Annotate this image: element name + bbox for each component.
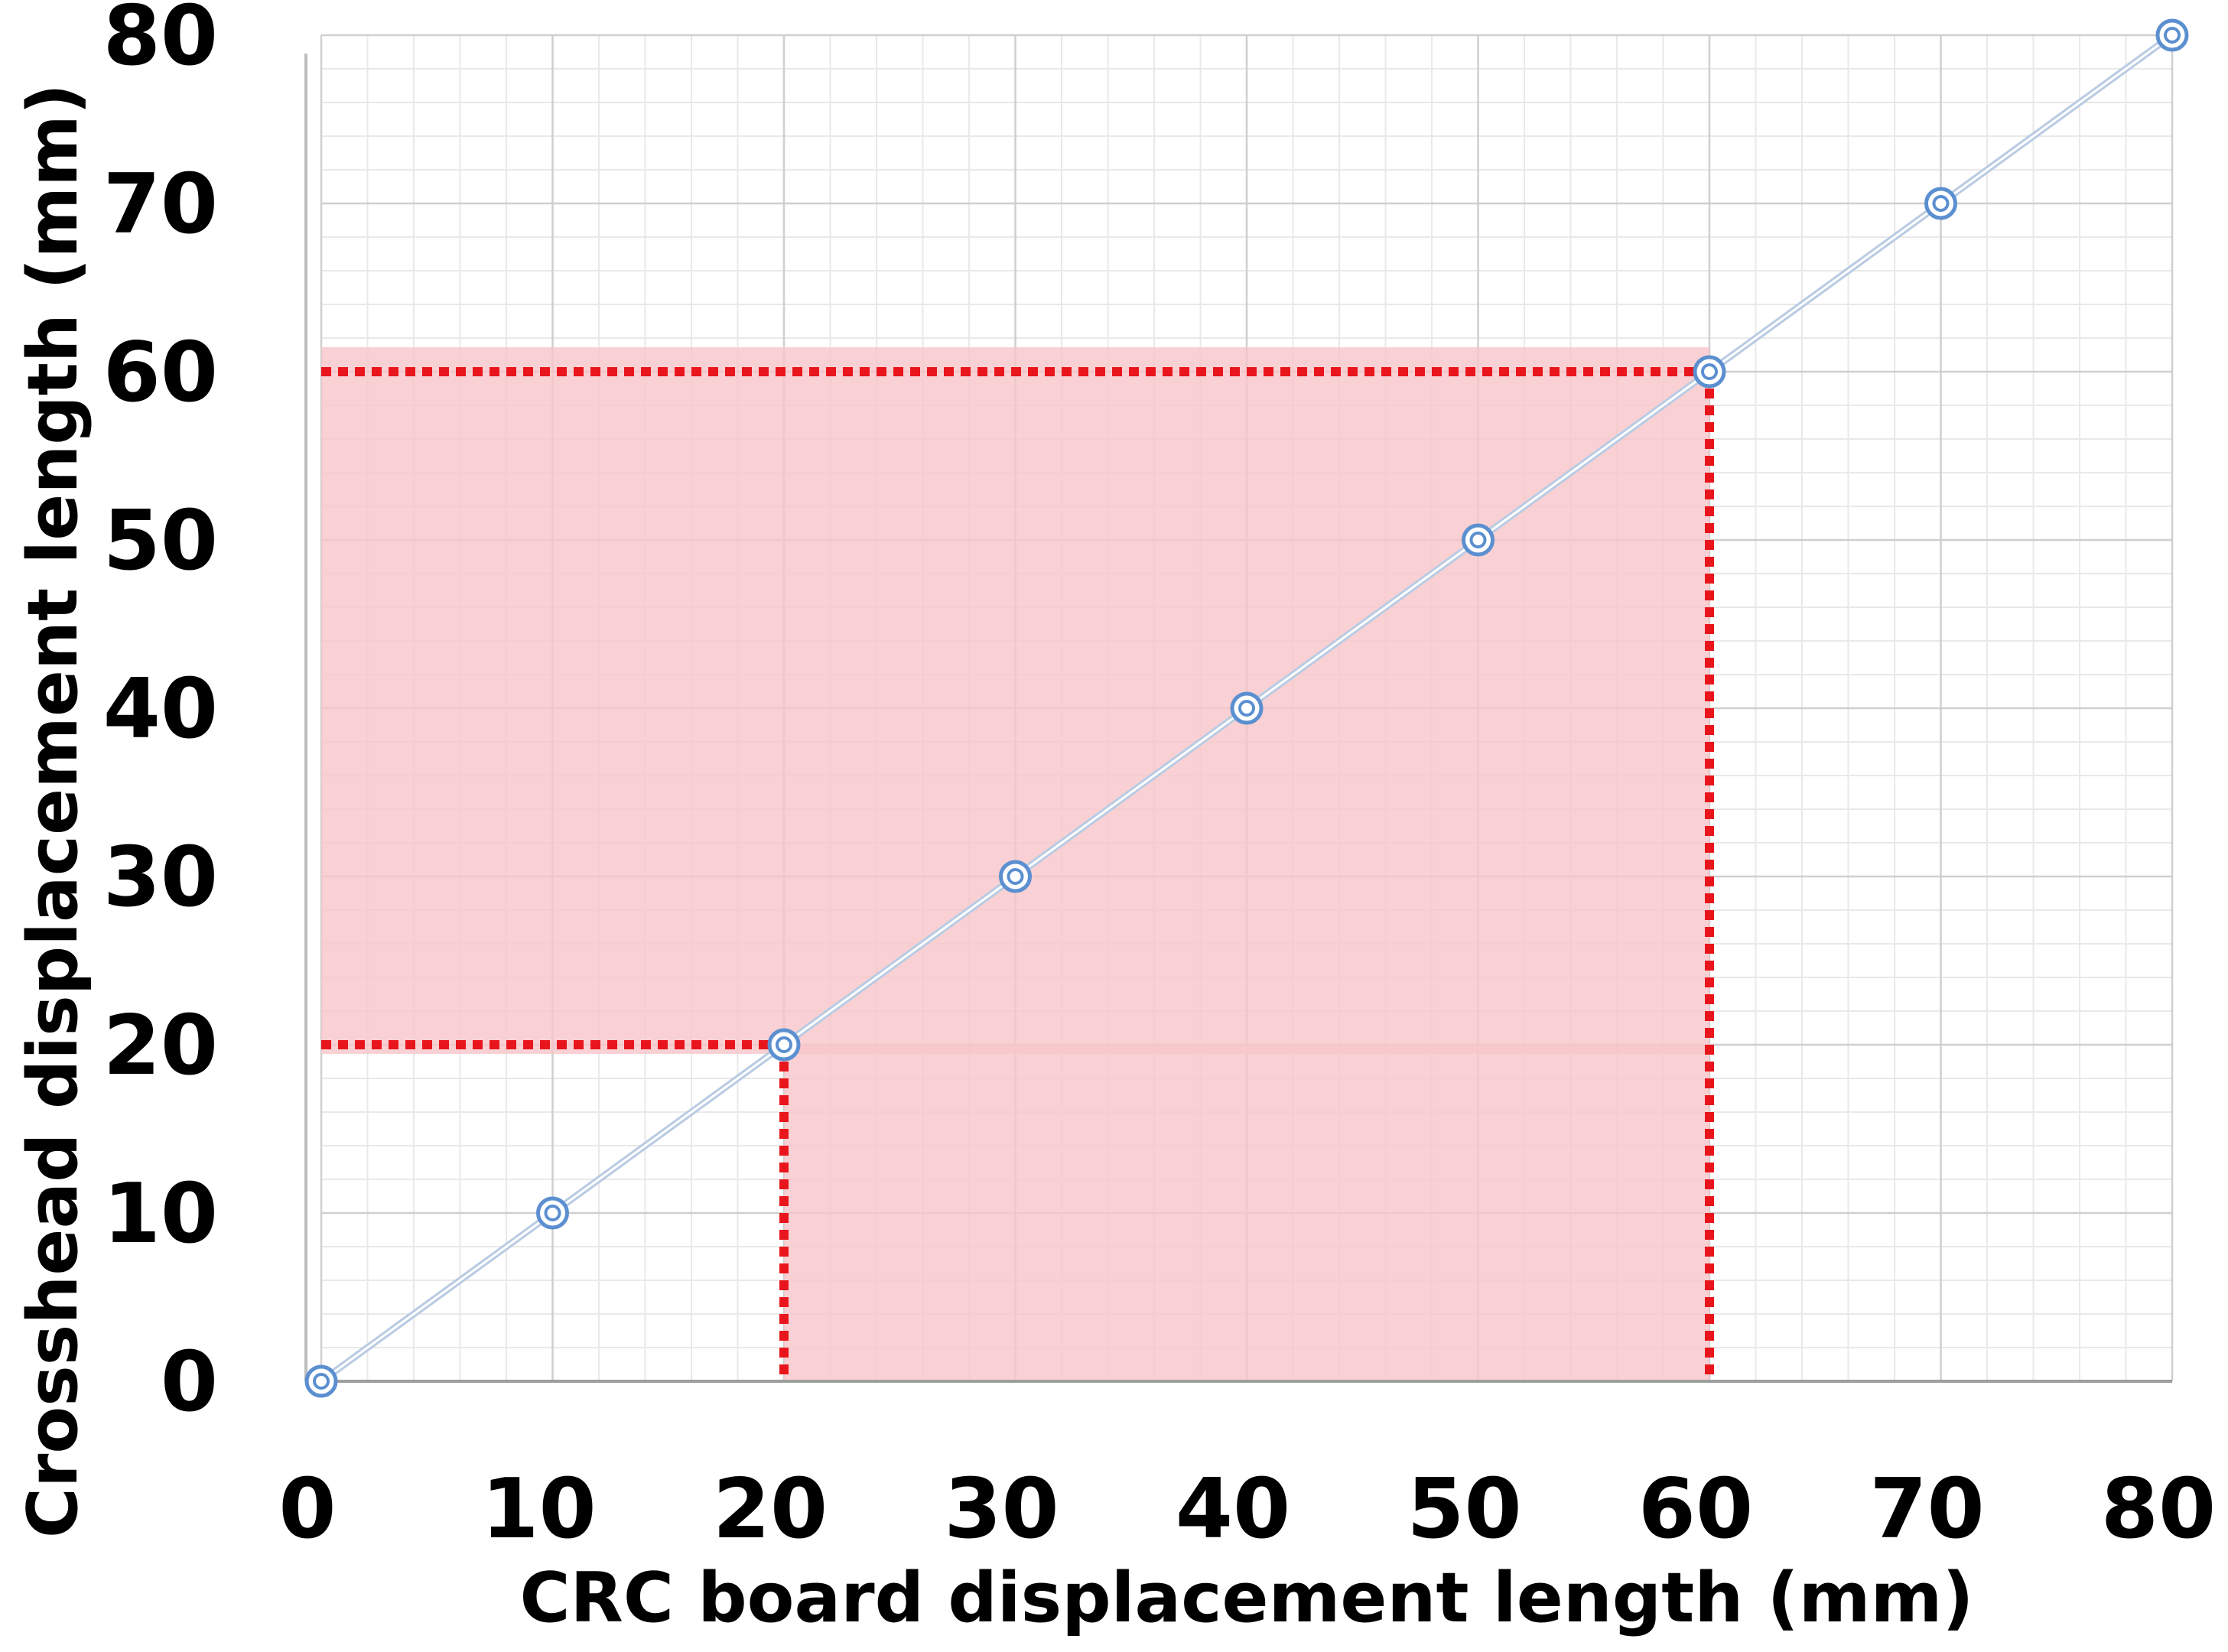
- y-tick-labels: 0 10 20 30 40 50 60 70 80: [103, 0, 218, 1430]
- x-tick-label: 80: [2101, 1462, 2216, 1557]
- data-markers: [304, 18, 2189, 1398]
- y-tick-label: 30: [103, 830, 218, 925]
- data-point-inner: [1469, 532, 1487, 548]
- axes: [304, 54, 2172, 1383]
- highlight-band-vertical: [784, 1045, 1709, 1381]
- y-tick-label: 40: [103, 662, 218, 757]
- y-tick-label: 20: [103, 998, 218, 1094]
- highlight-band-horizontal: [321, 347, 1709, 1054]
- data-point-inner: [1007, 868, 1024, 885]
- data-point-inner: [313, 1373, 330, 1390]
- data-point-inner: [776, 1036, 792, 1053]
- x-tick-label: 70: [1869, 1462, 1984, 1557]
- x-tick-label: 40: [1176, 1462, 1290, 1557]
- x-tick-label: 50: [1407, 1462, 1521, 1557]
- y-tick-label: 10: [103, 1166, 218, 1262]
- data-point-inner: [2164, 27, 2181, 44]
- y-tick-label: 60: [103, 325, 218, 421]
- data-point-inner: [1238, 700, 1255, 717]
- y-tick-label: 0: [161, 1335, 218, 1430]
- x-tick-label: 30: [944, 1462, 1059, 1557]
- x-tick-labels: 0 10 20 30 40 50 60 70 80: [278, 1462, 2216, 1557]
- x-tick-label: 60: [1638, 1462, 1753, 1557]
- y-tick-label: 80: [103, 0, 218, 84]
- x-axis-title: CRC board displacement length (mm): [520, 1558, 1974, 1638]
- y-tick-label: 50: [103, 493, 218, 589]
- data-point-inner: [1932, 195, 1950, 212]
- y-axis-title: Crosshead displacement length (mm): [13, 83, 93, 1538]
- x-tick-label: 10: [481, 1462, 596, 1557]
- x-tick-label: 20: [713, 1462, 828, 1557]
- y-tick-label: 70: [103, 157, 218, 252]
- data-point-inner: [1701, 363, 1718, 380]
- x-tick-label: 0: [278, 1462, 336, 1557]
- highlight-region: [321, 347, 1714, 1381]
- data-point-inner: [544, 1205, 561, 1221]
